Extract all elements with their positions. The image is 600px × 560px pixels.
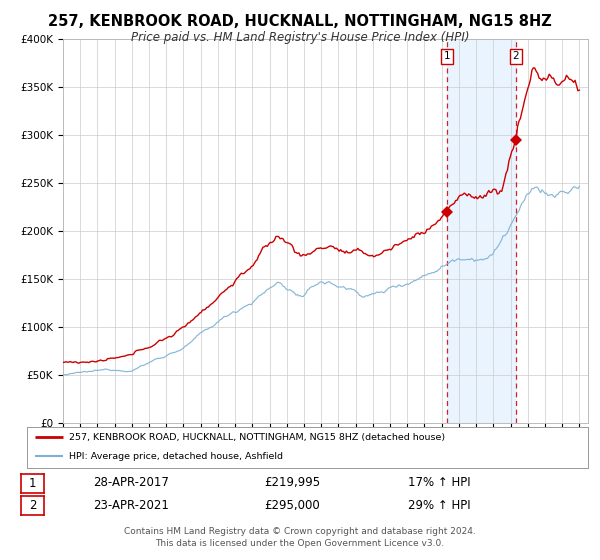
- Bar: [447, 39, 516, 423]
- Text: Contains HM Land Registry data © Crown copyright and database right 2024.
This d: Contains HM Land Registry data © Crown c…: [124, 527, 476, 548]
- Text: £219,995: £219,995: [264, 476, 320, 489]
- Text: HPI: Average price, detached house, Ashfield: HPI: Average price, detached house, Ashf…: [69, 452, 283, 461]
- Text: 1: 1: [29, 477, 36, 490]
- Text: Price paid vs. HM Land Registry's House Price Index (HPI): Price paid vs. HM Land Registry's House …: [131, 31, 469, 44]
- Text: 29% ↑ HPI: 29% ↑ HPI: [408, 498, 470, 512]
- Text: 23-APR-2021: 23-APR-2021: [93, 498, 169, 512]
- Text: £295,000: £295,000: [264, 498, 320, 512]
- Text: 1: 1: [444, 52, 451, 62]
- Text: 2: 2: [29, 499, 36, 512]
- Text: 28-APR-2017: 28-APR-2017: [93, 476, 169, 489]
- Text: 2: 2: [513, 52, 520, 62]
- Text: 17% ↑ HPI: 17% ↑ HPI: [408, 476, 470, 489]
- Text: 257, KENBROOK ROAD, HUCKNALL, NOTTINGHAM, NG15 8HZ: 257, KENBROOK ROAD, HUCKNALL, NOTTINGHAM…: [48, 14, 552, 29]
- Text: 257, KENBROOK ROAD, HUCKNALL, NOTTINGHAM, NG15 8HZ (detached house): 257, KENBROOK ROAD, HUCKNALL, NOTTINGHAM…: [69, 433, 445, 442]
